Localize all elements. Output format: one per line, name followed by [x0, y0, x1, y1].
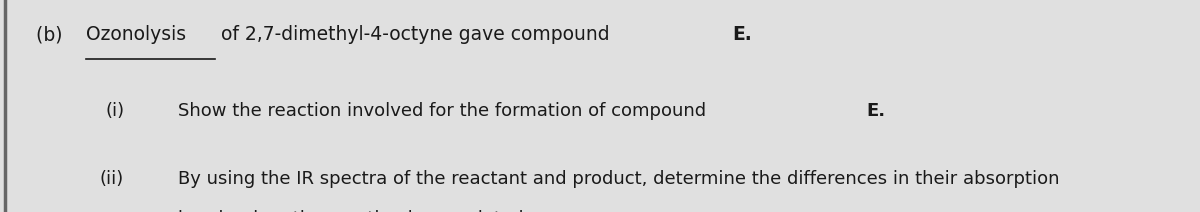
Text: E.: E.	[732, 25, 751, 45]
Text: (i): (i)	[106, 102, 125, 120]
Text: Ozonolysis: Ozonolysis	[85, 25, 186, 45]
Text: of 2,7-dimethyl-4-octyne gave compound: of 2,7-dimethyl-4-octyne gave compound	[215, 25, 616, 45]
Text: (ii): (ii)	[100, 170, 124, 188]
Text: bands when the reaction is completed.: bands when the reaction is completed.	[178, 210, 529, 212]
Text: Show the reaction involved for the formation of compound: Show the reaction involved for the forma…	[178, 102, 712, 120]
Text: (b): (b)	[36, 25, 74, 45]
Text: By using the IR spectra of the reactant and product, determine the differences i: By using the IR spectra of the reactant …	[178, 170, 1060, 188]
Text: E.: E.	[866, 102, 886, 120]
